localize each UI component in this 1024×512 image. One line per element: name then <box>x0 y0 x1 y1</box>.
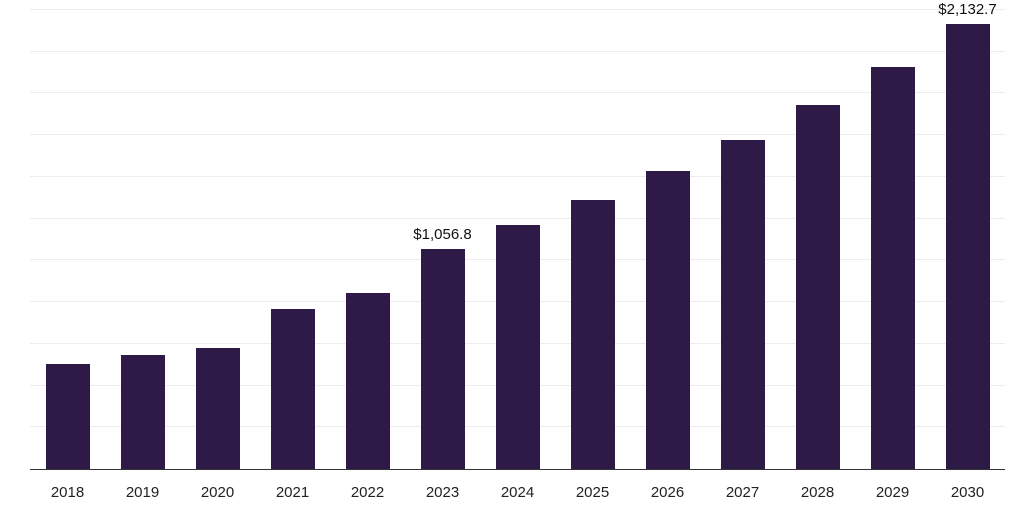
x-axis-label-2022: 2022 <box>350 484 385 501</box>
x-axis-label-2023: 2023 <box>425 484 460 501</box>
bar-2021 <box>270 309 315 469</box>
bar-column: 2018 <box>30 10 105 501</box>
bar-value-label: $1,056.8 <box>413 225 472 243</box>
bar-2023 <box>420 248 465 469</box>
bar-column: 2025 <box>555 10 630 501</box>
bar-column: $2,132.7 2030 <box>930 1 1005 501</box>
bar-value-label: $2,132.7 <box>938 1 997 19</box>
bar-column: 2021 <box>255 10 330 501</box>
bar-2020 <box>195 348 240 469</box>
bar-column: 2028 <box>780 10 855 501</box>
bar-2030 <box>945 24 990 469</box>
x-axis-label-2019: 2019 <box>125 484 160 501</box>
x-axis-label-2018: 2018 <box>50 484 85 501</box>
bar-column: 2019 <box>105 10 180 501</box>
gridline <box>30 134 1005 136</box>
bar-column: 2022 <box>330 10 405 501</box>
gridline <box>30 50 1005 52</box>
gridline <box>30 9 1005 10</box>
bar-column: 2020 <box>180 10 255 501</box>
x-axis-label-2029: 2029 <box>875 484 910 501</box>
bar-2027 <box>720 139 765 469</box>
gridline <box>30 92 1005 94</box>
bar-column: 2027 <box>705 10 780 501</box>
bar-2025 <box>570 199 615 469</box>
x-axis-label-2020: 2020 <box>200 484 235 501</box>
x-axis-label-2027: 2027 <box>725 484 760 501</box>
bar-2024 <box>495 225 540 469</box>
x-axis-label-2025: 2025 <box>575 484 610 501</box>
x-axis-label-2024: 2024 <box>500 484 535 501</box>
bar-2019 <box>120 355 165 469</box>
bar-2029 <box>870 66 915 469</box>
gridline <box>30 217 1005 219</box>
gridline <box>30 175 1005 177</box>
bar-columns: 2018 2019 2020 2021 2022 $1,056.8 2023 2024 2025… <box>30 1 1005 501</box>
bar-column: $1,056.8 2023 <box>405 10 480 501</box>
bar-2026 <box>645 171 690 469</box>
x-axis-label-2030: 2030 <box>950 484 985 501</box>
plot-area: 2018 2019 2020 2021 2022 $1,056.8 2023 2024 2025… <box>30 1 1005 501</box>
bar-column: 2029 <box>855 10 930 501</box>
bar-2018 <box>45 363 90 469</box>
x-axis-label-2021: 2021 <box>275 484 310 501</box>
bar-column: 2024 <box>480 10 555 501</box>
x-axis-label-2028: 2028 <box>800 484 835 501</box>
bar-2022 <box>345 292 390 469</box>
bar-2028 <box>795 104 840 469</box>
x-axis-label-2026: 2026 <box>650 484 685 501</box>
bar-column: 2026 <box>630 10 705 501</box>
